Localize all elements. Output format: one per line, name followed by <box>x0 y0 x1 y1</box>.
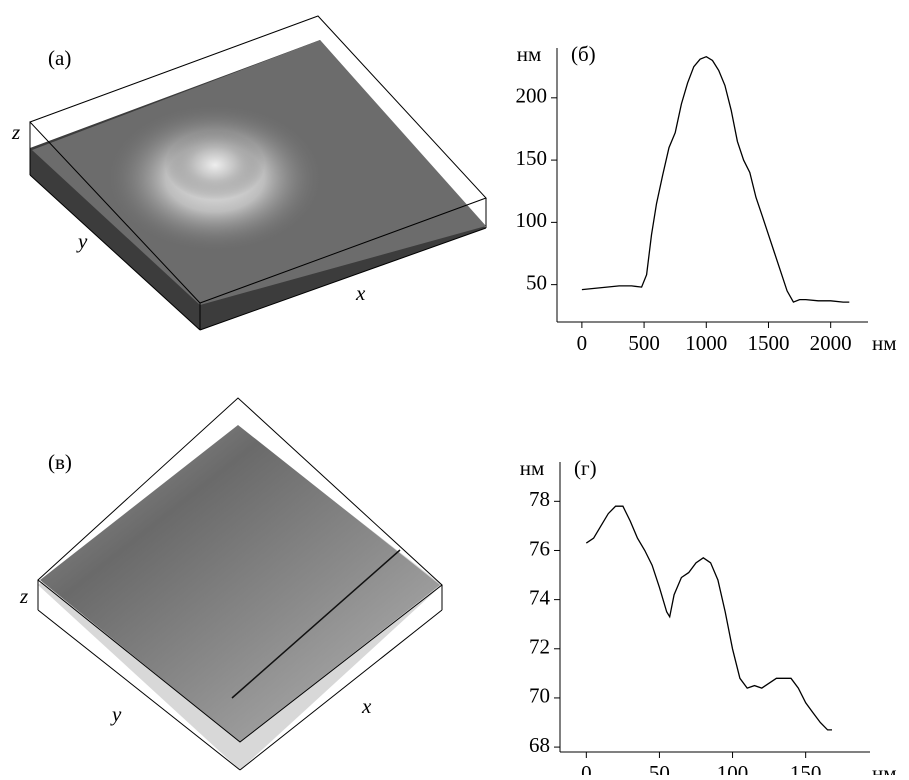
y-tick-label: 76 <box>529 536 550 560</box>
y-tick-label: 72 <box>529 635 550 659</box>
y-tick-label: 70 <box>529 684 550 708</box>
axis-letter: x <box>355 281 366 305</box>
x-tick-label: 150 <box>790 761 822 775</box>
x-tick-label: 0 <box>577 331 588 355</box>
y-unit: нм <box>520 456 545 480</box>
axis-letter: y <box>76 229 88 253</box>
panel-label: (a) <box>48 46 71 70</box>
afm-image-b <box>37 397 443 771</box>
y-tick-label: 68 <box>529 733 550 757</box>
x-tick-label: 1500 <box>747 331 789 355</box>
panel-label: (г) <box>574 456 597 480</box>
profile-line <box>581 55 850 303</box>
x-unit: нм <box>872 331 897 355</box>
panel-label: (в) <box>48 450 72 474</box>
profile-line <box>585 505 832 731</box>
x-unit: нм <box>872 761 897 775</box>
y-tick-label: 78 <box>529 487 550 511</box>
panel-label: (б) <box>571 42 596 66</box>
axis-letter: x <box>361 694 372 718</box>
afm-image-a <box>29 15 487 331</box>
y-tick-label: 200 <box>516 84 548 108</box>
y-tick-label: 100 <box>516 208 548 232</box>
x-tick-label: 50 <box>649 761 670 775</box>
axis-letter: z <box>19 584 28 608</box>
x-tick-label: 1000 <box>685 331 727 355</box>
y-tick-label: 50 <box>526 270 547 294</box>
x-tick-label: 500 <box>628 331 660 355</box>
x-tick-label: 2000 <box>810 331 852 355</box>
y-tick-label: 150 <box>516 146 548 170</box>
y-tick-label: 74 <box>529 585 551 609</box>
x-tick-label: 100 <box>717 761 749 775</box>
x-tick-label: 0 <box>581 761 592 775</box>
axis-letter: y <box>110 702 122 726</box>
axis-letter: z <box>11 120 20 144</box>
y-unit: нм <box>517 42 542 66</box>
